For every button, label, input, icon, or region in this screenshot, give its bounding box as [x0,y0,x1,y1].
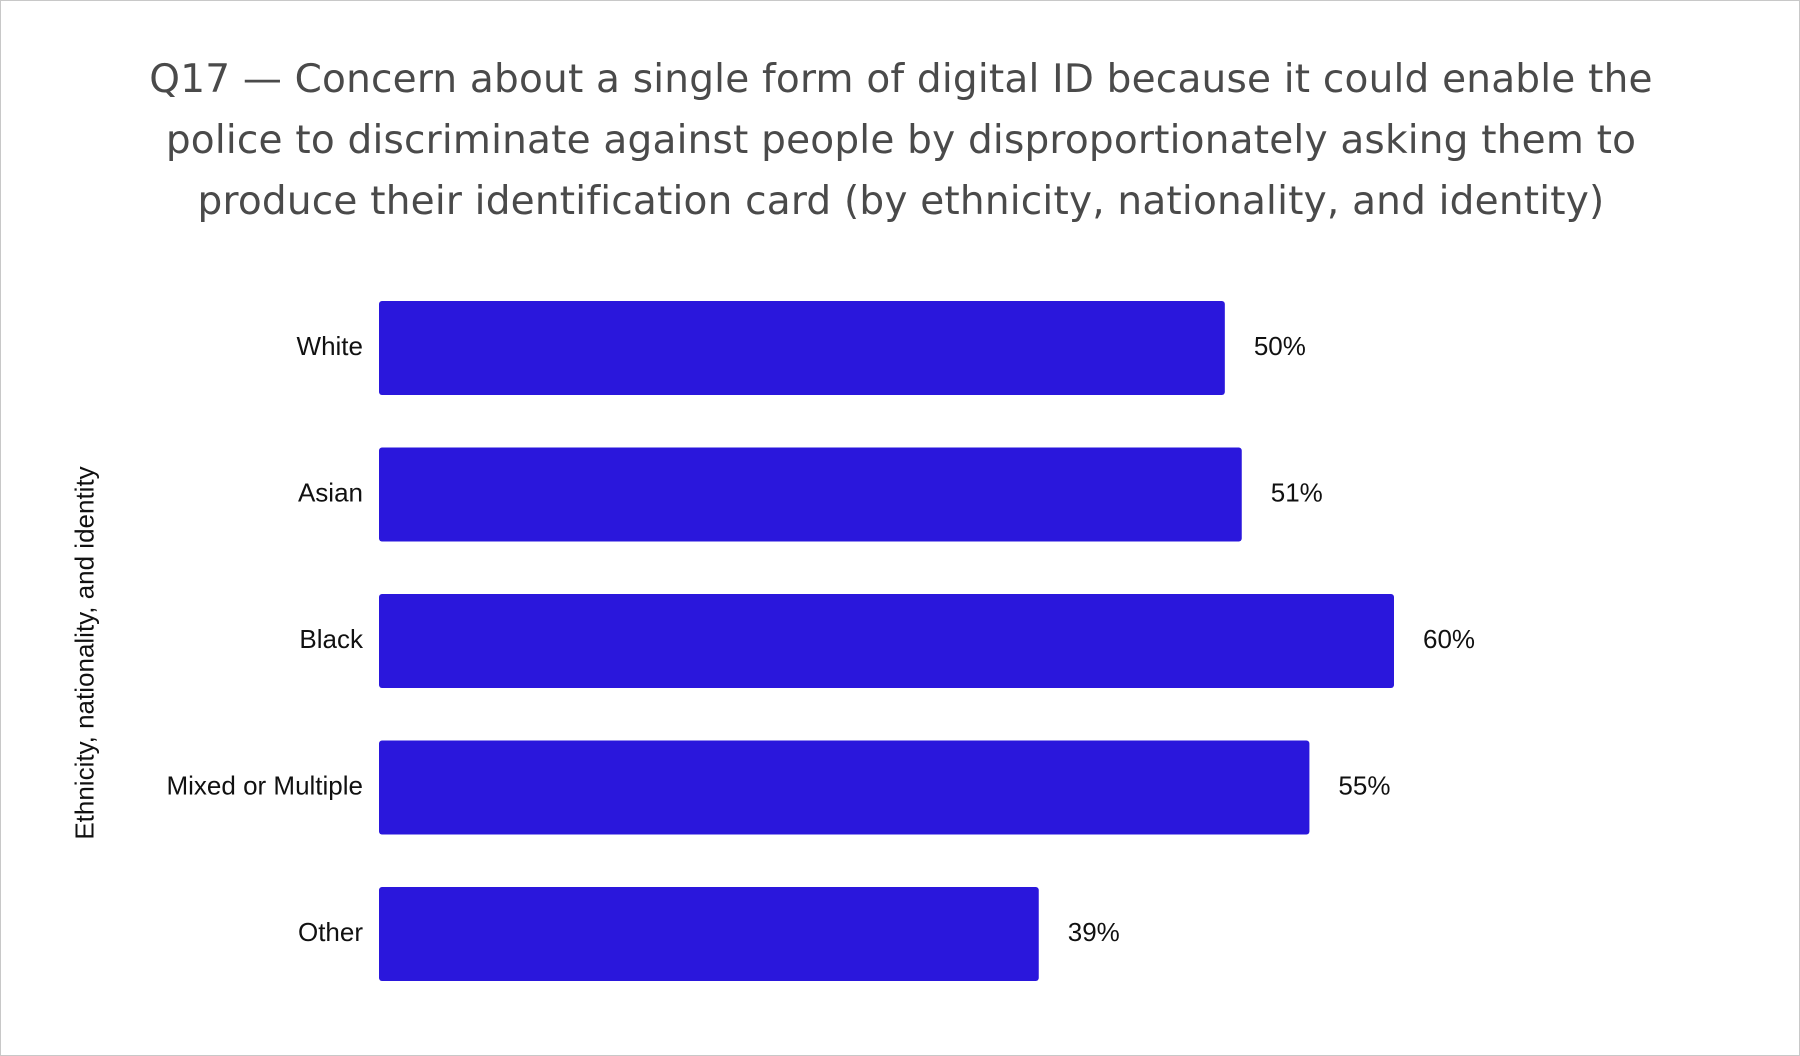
bar-asian [379,447,1242,542]
value-label-black: 60% [1423,624,1475,654]
category-label-black: Black [299,624,364,654]
category-label-asian: Asian [298,477,363,507]
value-label-white: 50% [1254,331,1306,361]
chart-title-line-1: Q17 — Concern about a single form of dig… [149,57,1653,102]
chart-title: Q17 — Concern about a single form of dig… [61,49,1741,232]
chart-title-line-3: produce their identification card (by et… [197,179,1605,224]
value-label-asian: 51% [1271,477,1323,507]
category-label-mixed-or-multiple: Mixed or Multiple [166,770,363,800]
bar-other [379,887,1039,981]
bar-black [379,594,1394,688]
bar-white [379,301,1225,395]
value-label-mixed-or-multiple: 55% [1338,770,1390,800]
value-label-other: 39% [1068,917,1120,947]
chart-title-line-2: police to discriminate against people by… [165,118,1637,163]
category-label-white: White [297,331,363,361]
bar-mixed-or-multiple [379,740,1310,835]
category-label-other: Other [298,917,363,947]
